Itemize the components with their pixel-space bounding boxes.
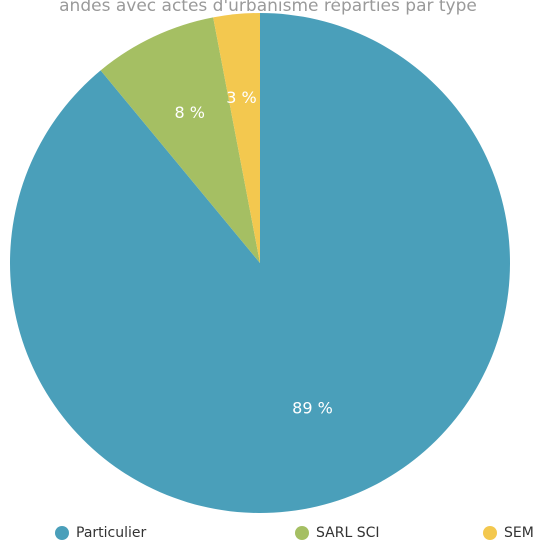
chart-title: andes avec actes d'urbanisme réparties p… [59,0,477,16]
data-label: 89 % [292,398,333,417]
legend-swatch [55,526,69,540]
data-label: 8 % [175,103,205,122]
pie-slice [213,13,260,263]
pie-slice [9,13,511,514]
legend-swatch [295,526,309,540]
legend-label: Particulier [76,525,146,541]
legend-label: SARL SCI [316,525,380,541]
legend-swatch [483,526,497,540]
pie-slice [100,17,260,263]
data-label: 3 % [226,88,256,107]
legend-label: SEM [504,525,534,541]
